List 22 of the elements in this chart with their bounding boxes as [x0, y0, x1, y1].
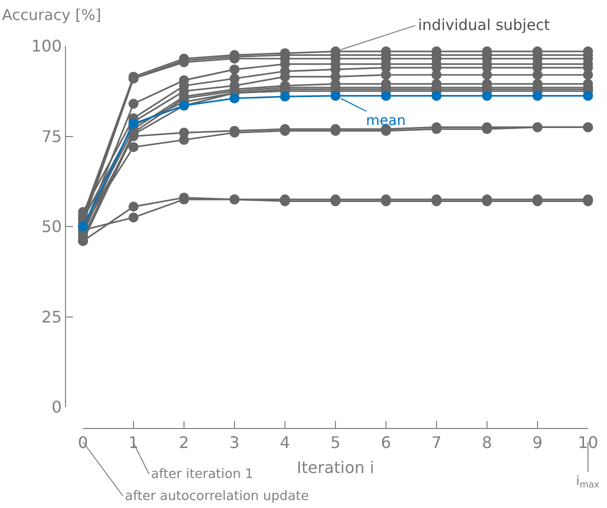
- y-tick-label: 100: [31, 36, 62, 56]
- x-tick-label: 4: [280, 433, 290, 452]
- x-tick-label: 10: [578, 433, 598, 452]
- y-tick-label: 50: [41, 217, 62, 236]
- series-label: mean: [366, 113, 406, 129]
- x-tick-label: 5: [330, 433, 341, 452]
- x-tick-label: 2: [178, 433, 190, 452]
- x-tick-label: 7: [431, 433, 442, 452]
- text: i$_{max}$: [576, 474, 600, 491]
- x-tick-label: 9: [532, 433, 543, 452]
- x-tick-label: 8: [482, 433, 492, 452]
- y-axis-title: Accuracy [%]: [2, 6, 102, 24]
- x-tick-label: 6: [380, 433, 392, 452]
- text: after autocorrelation update: [125, 489, 309, 504]
- x-axis-title: Iteration i: [296, 458, 374, 477]
- annotation: individual subject: [418, 16, 550, 34]
- text: after iteration 1: [151, 467, 254, 482]
- x-tick-label: 0: [78, 433, 88, 452]
- y-tick-label: 25: [41, 307, 62, 326]
- y-tick-label: 0: [52, 398, 62, 417]
- y-tick-label: 75: [41, 126, 62, 146]
- x-tick-label: 3: [229, 433, 240, 452]
